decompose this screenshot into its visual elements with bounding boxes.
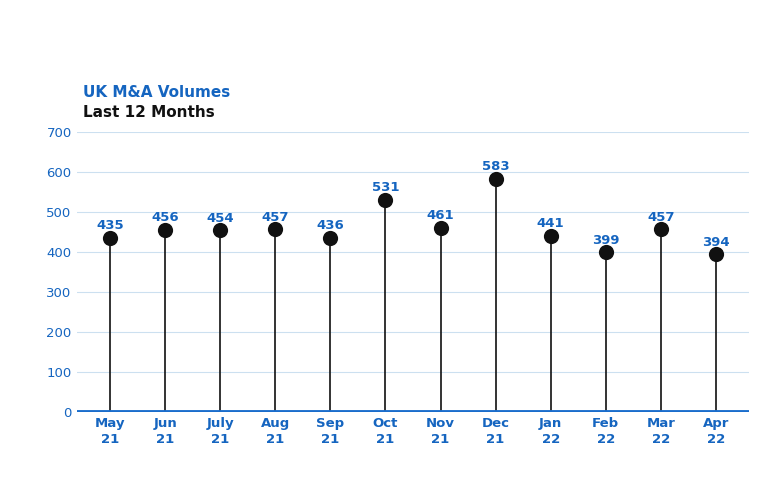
Point: [709, 250, 722, 258]
Text: 456: 456: [151, 211, 179, 224]
Point: [544, 232, 557, 240]
Text: 394: 394: [702, 236, 730, 249]
Text: 436: 436: [317, 219, 344, 232]
Point: [489, 175, 502, 183]
Point: [104, 234, 117, 242]
Point: [324, 234, 337, 242]
Text: UK M&A Volumes: UK M&A Volumes: [83, 85, 230, 100]
Text: 461: 461: [427, 209, 455, 222]
Point: [214, 226, 226, 234]
Point: [435, 224, 447, 232]
Text: 454: 454: [207, 212, 234, 225]
Text: 435: 435: [96, 220, 124, 232]
Text: 583: 583: [482, 160, 510, 173]
Point: [269, 225, 282, 233]
Text: 531: 531: [372, 181, 399, 194]
Text: 441: 441: [537, 217, 564, 230]
Text: 399: 399: [592, 234, 619, 247]
Text: 457: 457: [647, 211, 675, 223]
Text: Last 12 Months: Last 12 Months: [83, 105, 215, 121]
Point: [379, 196, 391, 204]
Point: [600, 248, 612, 256]
Text: 457: 457: [262, 211, 290, 223]
Point: [159, 226, 171, 234]
Point: [655, 225, 667, 233]
